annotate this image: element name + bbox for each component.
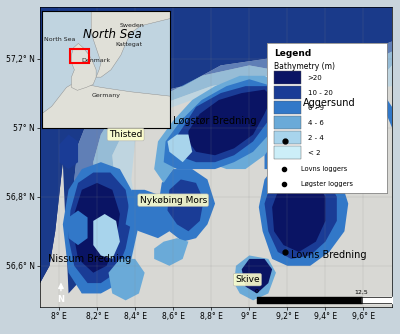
Polygon shape <box>234 256 276 300</box>
Polygon shape <box>40 7 392 307</box>
Polygon shape <box>154 238 188 266</box>
Text: Aggersund: Aggersund <box>303 99 356 109</box>
Polygon shape <box>74 183 120 273</box>
Polygon shape <box>112 65 392 294</box>
Text: Nykøbing Mors: Nykøbing Mors <box>140 196 207 205</box>
Polygon shape <box>316 93 367 117</box>
Polygon shape <box>93 51 392 294</box>
Polygon shape <box>108 259 145 300</box>
Polygon shape <box>154 76 291 183</box>
Polygon shape <box>93 214 120 259</box>
Polygon shape <box>259 155 348 266</box>
Text: Thisted: Thisted <box>109 130 142 139</box>
Polygon shape <box>59 135 78 169</box>
Text: 12,5: 12,5 <box>355 290 368 295</box>
Polygon shape <box>173 86 276 162</box>
Text: 0: 0 <box>255 290 259 295</box>
Polygon shape <box>164 79 280 169</box>
Text: Løgstør Bredning: Løgstør Bredning <box>173 116 257 126</box>
Polygon shape <box>264 141 291 169</box>
Text: Skive: Skive <box>235 275 260 284</box>
Polygon shape <box>168 179 204 231</box>
Polygon shape <box>63 162 139 294</box>
Polygon shape <box>242 259 272 294</box>
Polygon shape <box>158 169 215 241</box>
Polygon shape <box>188 90 272 155</box>
Polygon shape <box>68 210 88 245</box>
Polygon shape <box>68 173 131 283</box>
Text: Nissum Bredning: Nissum Bredning <box>48 254 131 264</box>
Polygon shape <box>126 190 173 238</box>
Polygon shape <box>74 41 392 294</box>
Polygon shape <box>168 135 192 162</box>
Polygon shape <box>264 166 337 259</box>
Polygon shape <box>291 76 392 128</box>
Polygon shape <box>272 176 326 252</box>
Polygon shape <box>40 7 392 294</box>
Text: N: N <box>58 295 64 304</box>
Text: Lovns Bredning: Lovns Bredning <box>292 250 367 261</box>
Text: North Sea: North Sea <box>83 28 142 41</box>
